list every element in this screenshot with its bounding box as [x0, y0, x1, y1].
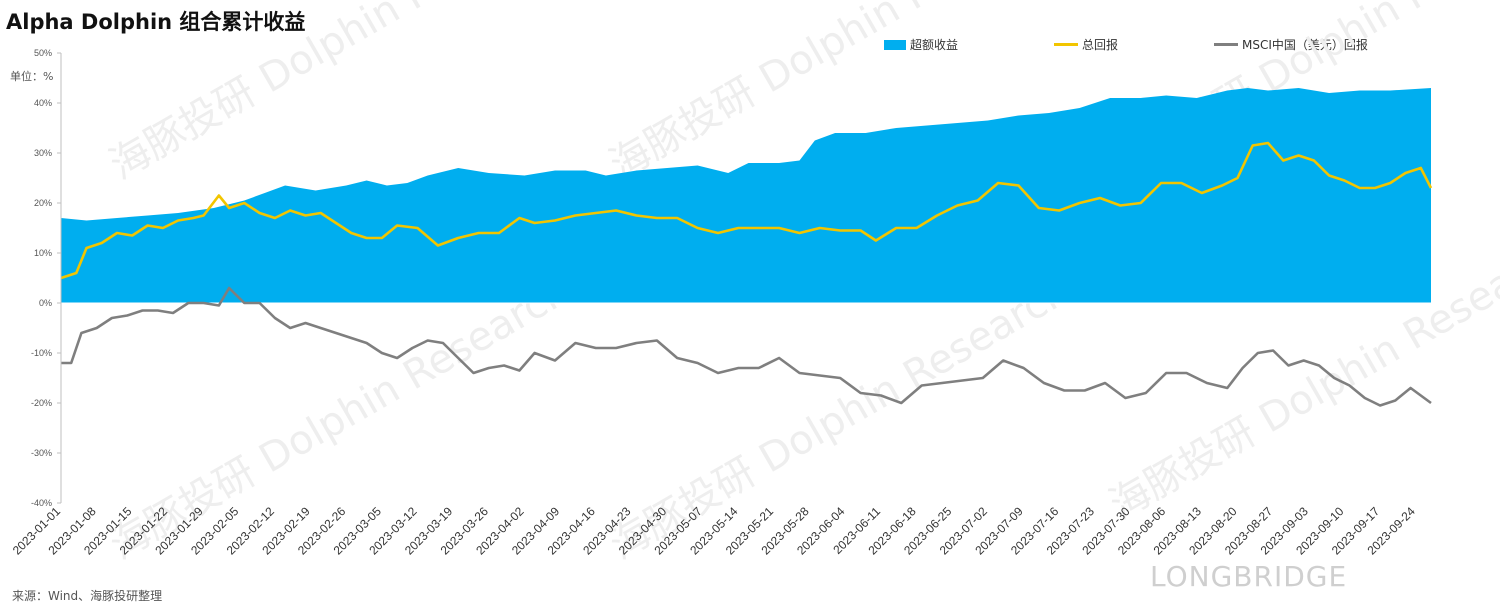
- y-tick-label: -10%: [31, 348, 52, 358]
- y-tick-label: -40%: [31, 498, 52, 508]
- series-total-line: [60, 141, 1433, 280]
- chart-title: Alpha Dolphin 组合累计收益: [6, 10, 306, 34]
- y-tick-label: 10%: [34, 248, 52, 258]
- series-excess-area: [61, 88, 1431, 303]
- y-axis: 50% 40% 30% 20% 10% 0% -10% -20% -30% -40%: [31, 48, 62, 508]
- y-tick-label: 40%: [34, 98, 52, 108]
- legend-label-total: 总回报: [1082, 38, 1119, 52]
- brand-logo-text: LONGBRIDGE: [1150, 560, 1348, 593]
- series-line-layer: [60, 141, 1433, 407]
- legend-label-excess: 超额收益: [910, 38, 959, 52]
- y-tick-label: 0%: [39, 298, 52, 308]
- excess-area-layer: [61, 88, 1431, 303]
- source-note: 来源：Wind、海豚投研整理: [12, 589, 163, 603]
- unit-label: 单位：%: [10, 70, 54, 83]
- y-tick-label: -30%: [31, 448, 52, 458]
- legend-swatch-total: [1054, 43, 1078, 46]
- series-msci-line: [61, 286, 1432, 407]
- y-tick-label: -20%: [31, 398, 52, 408]
- legend-item-msci: MSCI中国（美元）回报: [1214, 36, 1368, 53]
- y-tick-label: 20%: [34, 198, 52, 208]
- legend-label-msci: MSCI中国（美元）回报: [1242, 38, 1368, 52]
- y-tick-label: 30%: [34, 148, 52, 158]
- legend-swatch-msci: [1214, 43, 1238, 46]
- legend-swatch-excess: [884, 39, 906, 50]
- y-tick-label: 50%: [34, 48, 52, 58]
- legend-item-total: 总回报: [1054, 36, 1118, 53]
- watermark-text: 海豚投研 Dolphin Research: [102, 0, 577, 189]
- legend-item-excess: 超额收益: [884, 36, 958, 53]
